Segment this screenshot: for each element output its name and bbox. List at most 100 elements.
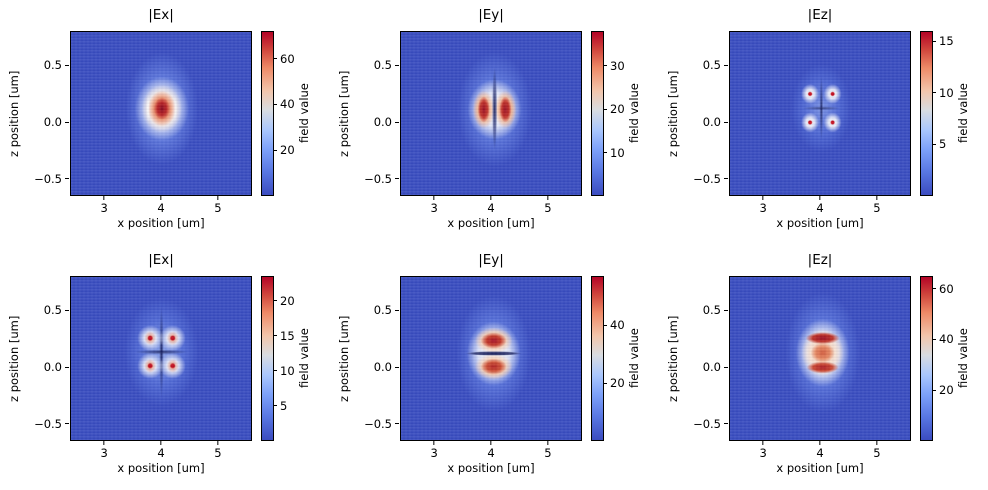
tick-mark bbox=[819, 441, 821, 445]
y-tick: 0.0 bbox=[703, 360, 728, 374]
colorbar-tick: 20 bbox=[933, 383, 954, 397]
tick-mark bbox=[274, 300, 277, 302]
colorbar-label: field value bbox=[956, 328, 970, 389]
y-tick: 0.0 bbox=[44, 360, 69, 374]
colorbar-tick: 40 bbox=[604, 318, 625, 332]
colorbar bbox=[591, 276, 604, 441]
tick-mark bbox=[433, 196, 435, 200]
y-axis-label: z position [um] bbox=[666, 70, 680, 157]
colorbar-tick: 5 bbox=[933, 137, 946, 151]
colorbar-tick: 30 bbox=[604, 59, 625, 73]
tick-mark bbox=[274, 335, 277, 337]
subplot-title: |Ey| bbox=[478, 7, 504, 23]
tick-mark bbox=[490, 196, 492, 200]
tick-mark bbox=[65, 309, 69, 311]
tick-mark bbox=[604, 108, 607, 110]
plot-area: 0.5 0.0 −0.5 3 4 5 5 10 15 field value bbox=[693, 31, 970, 215]
colorbar bbox=[261, 31, 274, 196]
subplot-bottom-ex: |Ex| z position [um] 0.5 0.0 −0.5 3 4 5 5 10 1… bbox=[0, 245, 329, 490]
x-tick: 3 bbox=[759, 196, 767, 215]
heatmap-ey-top bbox=[400, 31, 582, 196]
x-axis-label: x position [um] bbox=[776, 216, 864, 230]
colorbar-tick: 15 bbox=[933, 34, 954, 48]
tick-mark bbox=[395, 423, 399, 425]
colorbar bbox=[920, 276, 933, 441]
y-tick: −0.5 bbox=[364, 172, 399, 186]
colorbar-tick: 40 bbox=[274, 97, 295, 111]
subplot-title: |Ey| bbox=[478, 252, 504, 268]
x-tick: 4 bbox=[487, 441, 495, 460]
subplot-title: |Ez| bbox=[807, 7, 833, 23]
x-axis-ticks: 3 4 5 bbox=[400, 196, 582, 226]
tick-mark bbox=[274, 149, 277, 151]
subplot-top-ex: |Ex| z position [um] 0.5 0.0 −0.5 3 4 5 20 40… bbox=[0, 0, 329, 245]
heatmap-ey-bottom bbox=[400, 276, 582, 441]
y-axis-label: z position [um] bbox=[337, 315, 351, 402]
y-tick: 0.5 bbox=[44, 58, 69, 72]
tick-mark bbox=[724, 423, 728, 425]
tick-mark bbox=[724, 366, 728, 368]
tick-mark bbox=[876, 196, 878, 200]
tick-mark bbox=[395, 121, 399, 123]
y-tick: 0.0 bbox=[374, 360, 399, 374]
colorbar-label: field value bbox=[297, 328, 311, 389]
tick-mark bbox=[65, 121, 69, 123]
plot-area: 0.5 0.0 −0.5 3 4 5 20 40 60 field value bbox=[693, 276, 970, 460]
tick-mark bbox=[876, 441, 878, 445]
y-axis-label: z position [um] bbox=[666, 315, 680, 402]
tick-mark bbox=[724, 121, 728, 123]
tick-mark bbox=[762, 441, 764, 445]
tick-mark bbox=[160, 441, 162, 445]
colorbar-label: field value bbox=[297, 83, 311, 144]
colorbar-label: field value bbox=[627, 328, 641, 389]
tick-mark bbox=[933, 40, 936, 42]
heatmap-ex-bottom bbox=[70, 276, 252, 441]
tick-mark bbox=[65, 64, 69, 66]
x-axis-label: x position [um] bbox=[447, 461, 535, 475]
heatmap-ez-top bbox=[729, 31, 911, 196]
tick-mark bbox=[217, 196, 219, 200]
plot-area: 0.5 0.0 −0.5 3 4 5 20 40 field value bbox=[364, 276, 641, 460]
colorbar-label: field value bbox=[627, 83, 641, 144]
y-tick: 0.0 bbox=[44, 115, 69, 129]
tick-mark bbox=[933, 389, 936, 391]
x-tick: 5 bbox=[544, 441, 552, 460]
tick-mark bbox=[160, 196, 162, 200]
tick-mark bbox=[604, 324, 607, 326]
tick-mark bbox=[65, 366, 69, 368]
subplot-bottom-ey: |Ey| z position [um] 0.5 0.0 −0.5 3 4 5 20 40… bbox=[330, 245, 659, 490]
colorbar-tick: 10 bbox=[604, 146, 625, 160]
y-tick: 0.5 bbox=[703, 303, 728, 317]
tick-mark bbox=[274, 58, 277, 59]
colorbar-tick: 60 bbox=[933, 282, 954, 296]
y-axis-label: z position [um] bbox=[7, 315, 21, 402]
colorbar-tick: 40 bbox=[933, 332, 954, 346]
x-tick: 3 bbox=[430, 441, 438, 460]
tick-mark bbox=[933, 143, 936, 145]
y-tick: −0.5 bbox=[364, 417, 399, 431]
heatmap-ex-top bbox=[70, 31, 252, 196]
subplot-top-ey: |Ey| z position [um] 0.5 0.0 −0.5 3 4 5 10 20… bbox=[330, 0, 659, 245]
heatmap-ez-bottom bbox=[729, 276, 911, 441]
x-axis-label: x position [um] bbox=[447, 216, 535, 230]
tick-mark bbox=[547, 196, 549, 200]
subplot-title: |Ex| bbox=[148, 7, 174, 23]
tick-mark bbox=[933, 92, 936, 94]
tick-mark bbox=[933, 288, 936, 290]
colorbar bbox=[261, 276, 274, 441]
tick-mark bbox=[274, 103, 277, 105]
x-tick: 4 bbox=[157, 441, 165, 460]
x-tick: 5 bbox=[873, 196, 881, 215]
x-axis-ticks: 3 4 5 bbox=[400, 441, 582, 471]
tick-mark bbox=[604, 382, 607, 384]
tick-mark bbox=[547, 441, 549, 445]
tick-mark bbox=[65, 178, 69, 180]
tick-mark bbox=[724, 64, 728, 66]
y-axis-label: z position [um] bbox=[7, 70, 21, 157]
x-tick: 5 bbox=[214, 196, 222, 215]
x-axis-ticks: 3 4 5 bbox=[70, 196, 252, 226]
colorbar-label: field value bbox=[956, 83, 970, 144]
tick-mark bbox=[724, 309, 728, 311]
y-tick: −0.5 bbox=[34, 172, 69, 186]
x-tick: 3 bbox=[100, 441, 108, 460]
